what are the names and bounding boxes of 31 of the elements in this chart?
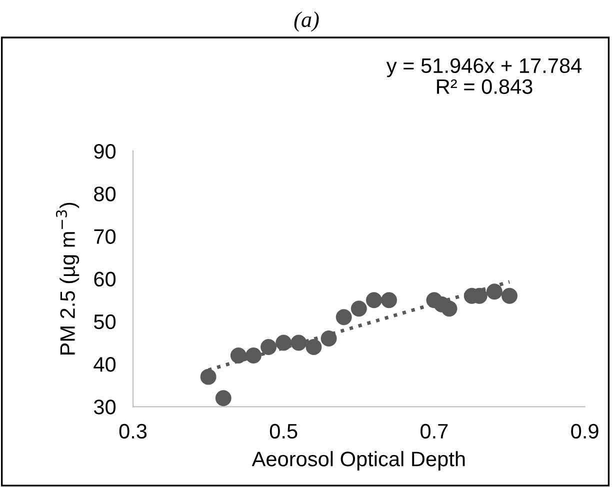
x-tick-label: 0.9 — [571, 424, 598, 439]
point — [276, 334, 292, 351]
point — [200, 368, 216, 385]
point — [366, 292, 382, 308]
point — [381, 292, 398, 308]
point — [215, 390, 232, 406]
y-tick-label: 90 — [94, 144, 116, 159]
x-tick-label: 0.7 — [420, 424, 448, 439]
chart-title: (a) — [294, 12, 319, 32]
y-tick-label: 60 — [94, 272, 116, 287]
point — [336, 309, 352, 326]
point — [230, 348, 246, 364]
y-axis-title: PM 2.5 (µg m$^{−3}$) — [56, 202, 80, 354]
point — [246, 348, 262, 364]
y-tick-label: 30 — [94, 400, 116, 414]
point — [260, 339, 277, 355]
point — [441, 300, 458, 317]
x-tick-label: 0.3 — [119, 424, 147, 439]
point — [290, 334, 307, 351]
text: y = 51.946x + 17.784 R² = 0.843 — [386, 58, 582, 94]
x-tick-label: 0.5 — [270, 424, 298, 439]
point — [320, 330, 337, 346]
y-tick-label: 40 — [94, 357, 116, 372]
y-tick-label: 80 — [94, 186, 116, 202]
y-tick-label: 70 — [94, 229, 116, 244]
point — [350, 300, 367, 317]
point — [502, 288, 518, 304]
point — [486, 284, 502, 300]
point — [306, 339, 322, 355]
x-axis-title: Aeorosol Optical Depth — [252, 451, 465, 470]
y-tick-label: 50 — [94, 314, 116, 330]
